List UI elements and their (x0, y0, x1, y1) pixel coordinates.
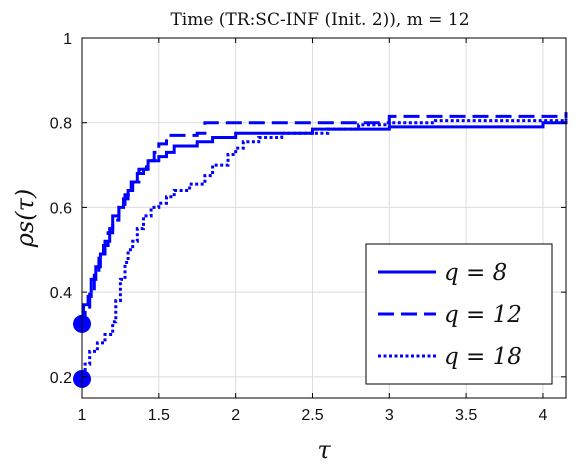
legend-label-1: q = 8 (444, 260, 507, 286)
legend-box (365, 243, 553, 385)
x-axis-label: τ (317, 436, 331, 464)
chart-title: Time (TR:SC-INF (Init. 2)), m = 12 (170, 10, 469, 30)
y-tick-label: 1 (63, 31, 72, 48)
y-tick-label: 0.6 (50, 200, 72, 217)
y-tick-label: 0.8 (50, 116, 72, 133)
y-tick-label: 0.4 (50, 285, 72, 302)
y-axis-label: ρs(τ) (11, 189, 39, 248)
series-line-2 (82, 112, 568, 326)
x-tick-label: 2 (231, 407, 240, 424)
legend-label-3: q = 18 (444, 344, 522, 370)
legend-label-2: q = 12 (444, 302, 522, 328)
x-tick-label: 3.5 (455, 407, 477, 424)
x-tick-label: 1 (78, 407, 87, 424)
x-tick-label: 4 (538, 407, 547, 424)
axes-frame (81, 37, 567, 399)
series-line-3 (82, 118, 568, 381)
axis-ticks: 1 1.5 2 2.5 3 3.5 4 0.2 0.4 0.6 0.8 1 (50, 31, 566, 424)
x-tick-label: 3 (385, 407, 394, 424)
plot-area (73, 112, 568, 388)
y-tick-label: 0.2 (50, 370, 72, 387)
legend: q = 8 q = 12 q = 18 (365, 243, 553, 385)
x-tick-label: 1.5 (148, 407, 170, 424)
x-tick-label: 2.5 (301, 407, 323, 424)
